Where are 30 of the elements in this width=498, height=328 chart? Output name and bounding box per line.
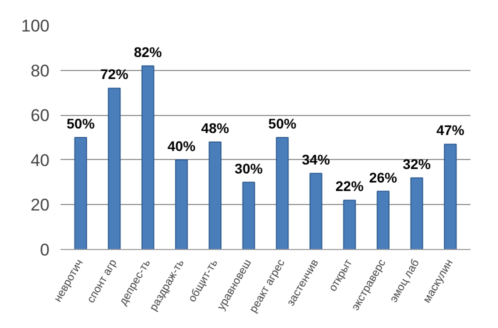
bar bbox=[310, 172, 322, 250]
data-label: 22% bbox=[336, 178, 364, 194]
bar bbox=[108, 88, 121, 250]
y-tick-label: 80 bbox=[30, 61, 50, 80]
data-label: 34% bbox=[302, 151, 330, 168]
y-tick-label: 20 bbox=[30, 196, 50, 215]
y-tick-label: 0 bbox=[40, 240, 50, 260]
bar bbox=[276, 137, 289, 250]
data-label: 50% bbox=[268, 116, 297, 132]
bar bbox=[74, 137, 88, 250]
bar bbox=[410, 177, 424, 250]
bar bbox=[376, 190, 390, 250]
y-tick-label: 60 bbox=[30, 106, 50, 126]
data-label: 26% bbox=[369, 169, 398, 186]
bar bbox=[141, 65, 154, 250]
data-label: 48% bbox=[201, 120, 230, 136]
data-label: 47% bbox=[436, 122, 465, 138]
data-label: 32% bbox=[402, 156, 432, 172]
y-tick-label: 40 bbox=[30, 150, 50, 170]
bar bbox=[242, 182, 256, 250]
data-label: 30% bbox=[234, 160, 264, 176]
data-label: 40% bbox=[167, 138, 196, 154]
data-label: 82% bbox=[134, 44, 162, 60]
bar bbox=[444, 144, 457, 250]
bar bbox=[208, 141, 222, 250]
bar bbox=[175, 159, 188, 250]
y-tick-label: 100 bbox=[21, 16, 50, 36]
data-label: 50% bbox=[66, 116, 96, 132]
bar bbox=[343, 200, 356, 250]
data-label: 72% bbox=[100, 66, 129, 82]
